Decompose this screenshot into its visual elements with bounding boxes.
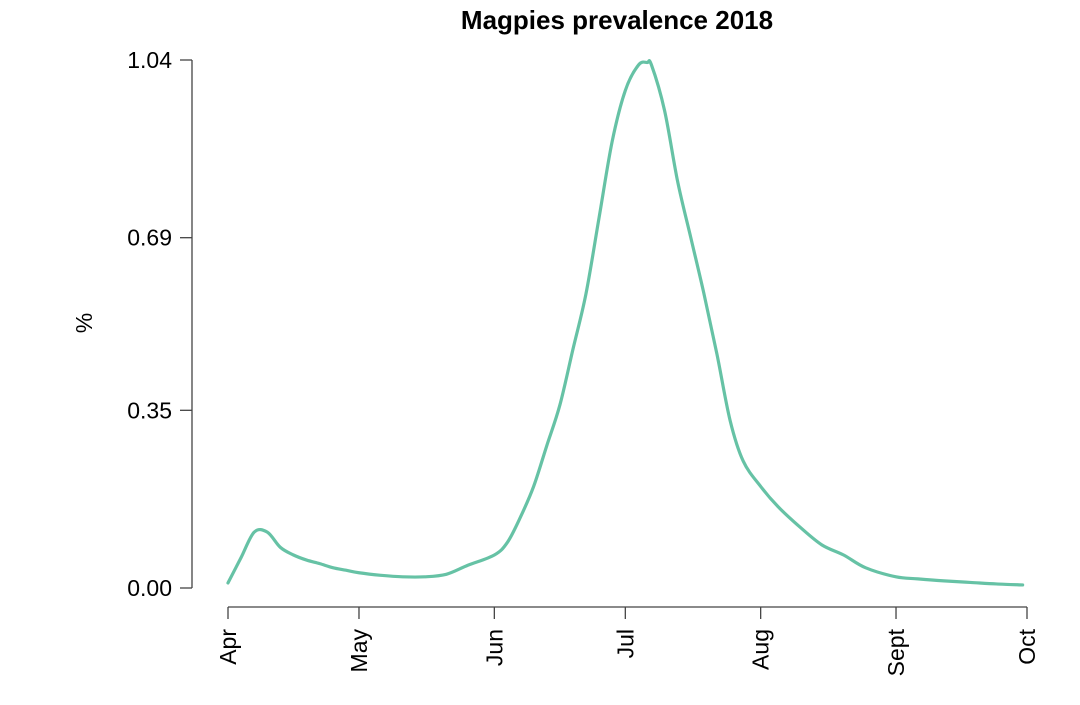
x-tick-label: Sept [883,628,909,676]
y-tick-label: 0.00 [127,575,172,601]
x-tick-label: Oct [1014,628,1040,664]
chart-title: Magpies prevalence 2018 [461,5,773,35]
series-line-0 [226,59,1025,587]
x-tick-label: Aug [748,629,774,670]
y-axis: 0.00 0.35 0.69 1.04 [127,47,193,601]
y-tick-label: 1.04 [127,47,172,73]
y-axis-title: % [71,313,97,333]
x-tick-label: Jul [612,629,638,658]
x-tick-label: May [346,629,372,673]
x-tick-label: Apr [215,629,241,665]
series-layer [226,59,1025,587]
y-tick-label: 0.35 [127,397,172,423]
x-axis: Apr May Jun Jul Aug Sept Oct [215,606,1040,676]
y-tick-label: 0.69 [127,225,172,251]
x-tick-label: Jun [481,629,507,666]
